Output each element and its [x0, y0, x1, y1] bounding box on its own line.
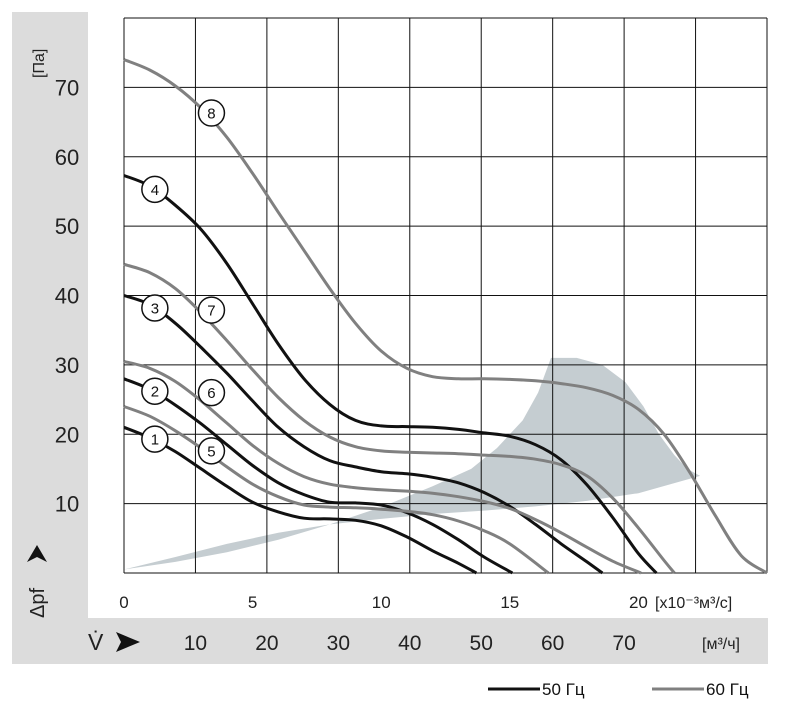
x-axis-band	[12, 618, 768, 664]
legend-label-50hz: 50 Гц	[542, 680, 585, 699]
curve-marker-label-3: 3	[151, 300, 159, 317]
x-arrow-icon	[116, 632, 140, 652]
x-tick-label: 0	[119, 593, 128, 612]
y-unit-label: [Па]	[31, 49, 48, 78]
x-tick-labels: 0 5 10 15 20	[119, 593, 648, 612]
curve-5	[123, 405, 550, 575]
curve-7	[123, 262, 676, 574]
secondary-x-tick-label: 30	[327, 632, 350, 655]
x-primary-unit: [x10⁻³м³/с]	[655, 595, 732, 612]
secondary-x-tick-label: 50	[470, 632, 493, 655]
curve-marker-label-2: 2	[151, 384, 159, 401]
grid	[123, 17, 768, 574]
curve-markers: 1 2 3 4 5 6 7 8	[141, 99, 226, 465]
legend-label-60hz: 60 Гц	[706, 680, 749, 699]
curve-marker-label-1: 1	[151, 432, 159, 449]
y-arrow-icon	[27, 545, 47, 562]
curve-marker-1	[141, 425, 169, 453]
x-tick-label: 15	[500, 593, 519, 612]
secondary-x-tick-label: 40	[398, 632, 421, 655]
operating-region	[124, 357, 701, 570]
secondary-x-tick-labels: 10 20 30 40 50 60 70	[184, 632, 636, 655]
curve-6	[123, 359, 642, 575]
y-tick-label: 20	[55, 422, 79, 447]
secondary-x-tick-label: 60	[541, 632, 564, 655]
curve-marker-2	[141, 377, 169, 405]
curve-4	[123, 174, 658, 575]
secondary-x-tick-label: 10	[184, 632, 207, 655]
curve-marker-3	[141, 294, 169, 322]
curve-marker-4	[141, 175, 169, 204]
curve-marker-6	[197, 378, 226, 407]
y-tick-label: 30	[55, 353, 79, 378]
curves	[123, 58, 768, 575]
x-secondary-unit: [м³/ч]	[702, 636, 740, 653]
secondary-x-tick-label: 70	[612, 632, 635, 655]
y-tick-labels: 10 20 30 40 50 60 70	[55, 75, 79, 516]
y-tick-label: 70	[55, 75, 79, 100]
curve-marker-7	[197, 296, 226, 324]
x-tick-label: 20	[629, 593, 648, 612]
curve-8	[123, 58, 768, 575]
curve-2	[123, 377, 514, 575]
curve-1	[123, 425, 478, 575]
x-tick-label: 5	[248, 593, 257, 612]
y-tick-label: 10	[55, 492, 79, 517]
y-tick-label: 40	[55, 284, 79, 309]
curve-marker-5	[197, 437, 226, 465]
y-tick-label: 60	[55, 145, 79, 170]
legend: 50 Гц 60 Гц	[488, 680, 749, 699]
x-axis-symbol: V̇	[88, 629, 104, 655]
curve-marker-8	[197, 99, 226, 127]
curve-3	[123, 294, 604, 575]
y-axis-band	[12, 12, 88, 618]
curve-marker-label-7: 7	[207, 303, 215, 320]
secondary-x-tick-label: 20	[255, 632, 278, 655]
curve-marker-label-6: 6	[207, 385, 215, 402]
curve-marker-label-4: 4	[151, 182, 159, 199]
y-tick-label: 50	[55, 214, 79, 239]
x-tick-label: 10	[372, 593, 391, 612]
curve-marker-label-8: 8	[207, 106, 215, 123]
y-axis-symbol: Δpf	[27, 588, 49, 618]
curve-marker-label-5: 5	[207, 443, 215, 460]
